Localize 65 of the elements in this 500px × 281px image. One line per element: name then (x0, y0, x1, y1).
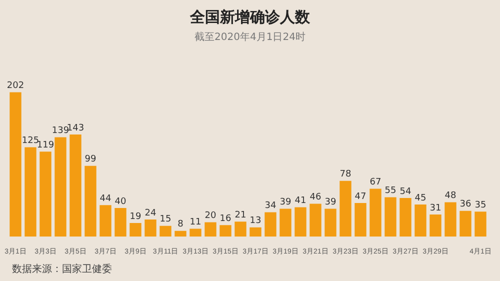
data-label: 44 (100, 194, 112, 204)
bar (384, 197, 396, 237)
bar (84, 166, 96, 237)
chart-subtitle: 截至2020年4月1日24时 (194, 30, 306, 44)
data-label: 39 (324, 198, 336, 208)
bar (250, 227, 262, 237)
data-label: 54 (400, 186, 412, 197)
data-label: 34 (264, 201, 276, 212)
data-label: 55 (384, 186, 396, 196)
data-label: 40 (114, 196, 126, 207)
bar (40, 152, 52, 237)
data-label: 139 (52, 126, 70, 136)
data-label: 35 (474, 200, 486, 210)
bar (400, 198, 412, 237)
data-label: 31 (430, 203, 442, 214)
bar (130, 223, 142, 237)
data-label: 13 (250, 216, 262, 226)
bar (70, 134, 82, 237)
bar (294, 207, 306, 237)
bar (204, 222, 216, 237)
source-note: 数据来源：国家卫健委 (12, 262, 112, 276)
bar (220, 225, 232, 237)
bar (414, 204, 426, 237)
data-label: 21 (234, 210, 246, 220)
data-label: 41 (294, 196, 306, 206)
bar (174, 230, 186, 237)
data-label: 20 (204, 211, 216, 222)
data-label: 46 (310, 192, 322, 203)
data-label: 8 (178, 220, 184, 230)
data-label: 48 (444, 191, 456, 202)
data-label: 39 (280, 198, 292, 208)
bar (234, 222, 246, 237)
bar (100, 205, 112, 237)
bar (340, 180, 352, 237)
bar (324, 208, 336, 237)
data-label: 78 (340, 170, 352, 180)
data-label: 67 (370, 178, 382, 188)
bar (160, 226, 172, 237)
data-label: 19 (130, 212, 142, 222)
data-label: 24 (144, 208, 156, 218)
bar (354, 203, 366, 237)
bar (54, 137, 66, 237)
bar (310, 204, 322, 237)
data-label: 99 (84, 154, 96, 165)
bar (444, 202, 456, 237)
bar (144, 219, 156, 237)
bar (370, 188, 382, 237)
data-label: 45 (414, 193, 426, 204)
bar (190, 228, 202, 237)
bar (460, 210, 472, 237)
data-label: 36 (460, 200, 472, 210)
data-label: 11 (190, 218, 202, 228)
data-label: 202 (6, 81, 24, 92)
data-label: 16 (220, 214, 232, 224)
chart-title: 全国新增确诊人数 (188, 8, 311, 28)
bar (264, 212, 276, 237)
data-label: 15 (160, 214, 172, 225)
data-label: 47 (354, 192, 366, 202)
bar (280, 208, 292, 237)
bar (10, 92, 22, 237)
bar (430, 214, 442, 237)
bar (474, 212, 486, 237)
bar (24, 147, 36, 237)
data-label: 125 (22, 136, 40, 146)
bar (114, 208, 126, 237)
